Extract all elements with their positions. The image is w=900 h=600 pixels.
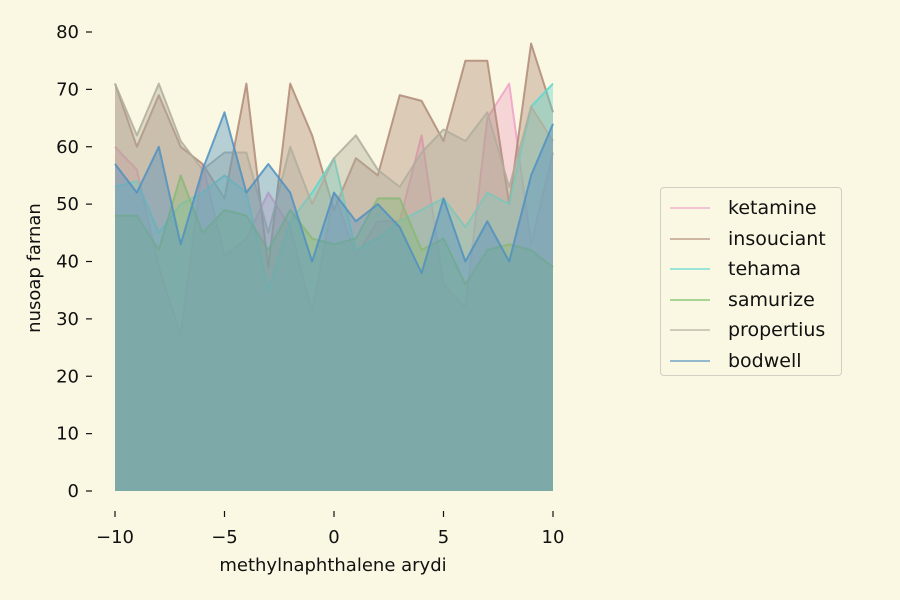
legend-label: samurize [728,288,815,311]
series-area-ketamine [115,83,553,491]
y-tick-label: 30 [56,309,79,330]
series-bodwell [114,111,554,492]
series-samurize [115,174,554,491]
y-tick-label: 80 [56,22,79,43]
legend-label: propertius [728,319,826,342]
x-tick-label: −5 [211,527,238,548]
legend-swatch [670,298,710,301]
legend-label: ketamine [728,197,817,220]
x-tick-label: 0 [328,527,339,548]
legend-label: insouciant [728,227,826,250]
x-tick-label: 5 [438,527,449,548]
legend-label: bodwell [728,349,802,372]
series-line-samurize [115,174,554,286]
legend-item-samurize: samurize [661,285,841,316]
legend-swatch [670,207,710,210]
x-axis-label: methylnaphthalene arydi [219,555,446,576]
y-tick-label: 60 [56,137,79,158]
x-axis: −10 −5 0 5 10 [96,511,564,548]
series-propertius [114,82,554,491]
y-tick-label: 70 [56,79,79,100]
y-tick-label: 20 [56,366,79,387]
legend-swatch [670,237,710,240]
y-axis-label: nusoap farnan [24,203,45,333]
y-tick-label: 10 [56,424,79,445]
series-line-insouciant [114,42,554,269]
series-line-propertius [114,82,554,234]
y-axis: 0 10 20 30 40 50 60 70 80 [56,22,92,502]
y-tick-label: 0 [68,481,79,502]
series-area-samurize [115,175,553,491]
series-area-insouciant [115,43,553,491]
legend-swatch [670,329,710,332]
legend-swatch [670,268,710,271]
legend-item-propertius: propertius [661,315,841,346]
y-tick-label: 50 [56,194,79,215]
x-tick-label: −10 [96,527,134,548]
series-area-bodwell [115,112,553,492]
y-tick-label: 40 [56,252,79,273]
legend-label: tehama [728,258,801,281]
series-insouciant [114,42,554,491]
series-area-propertius [115,83,553,491]
legend-item-tehama: tehama [661,254,841,285]
series-area-tehama [115,83,553,491]
series-areas [114,42,554,492]
legend: ketamine insouciant tehama samurize properti… [660,187,842,376]
series-line-bodwell [114,111,554,274]
legend-item-ketamine: ketamine [661,193,841,224]
legend-item-bodwell: bodwell [661,346,841,377]
x-tick-label: 10 [542,527,565,548]
legend-item-insouciant: insouciant [661,224,841,255]
legend-swatch [670,359,710,362]
